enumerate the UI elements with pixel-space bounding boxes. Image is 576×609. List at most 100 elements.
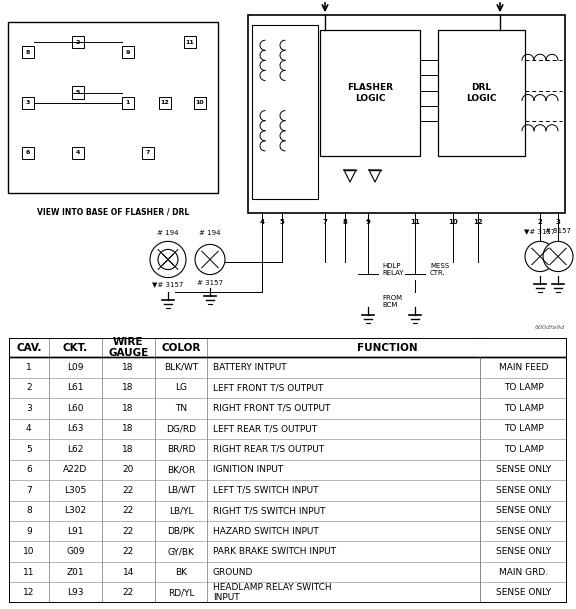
Text: 2: 2 <box>76 40 80 44</box>
Bar <box>72 147 84 159</box>
Text: SENSE ONLY: SENSE ONLY <box>497 465 552 474</box>
Text: 1: 1 <box>126 100 130 105</box>
Text: 22: 22 <box>123 506 134 515</box>
Text: 18: 18 <box>122 424 134 434</box>
Bar <box>248 15 565 213</box>
Text: 7: 7 <box>323 219 327 225</box>
Text: 9: 9 <box>366 219 370 225</box>
Bar <box>320 30 420 156</box>
Text: LEFT REAR T/S OUTPUT: LEFT REAR T/S OUTPUT <box>213 424 317 434</box>
Text: ▼# 3157: ▼# 3157 <box>524 228 556 234</box>
Text: 3: 3 <box>26 100 30 105</box>
Bar <box>252 25 318 199</box>
Text: LB/WT: LB/WT <box>166 486 195 495</box>
Text: DB/PK: DB/PK <box>167 527 195 536</box>
Text: SENSE ONLY: SENSE ONLY <box>497 486 552 495</box>
Circle shape <box>150 241 186 278</box>
Text: GY/BK: GY/BK <box>168 547 194 556</box>
Text: 8: 8 <box>343 219 347 225</box>
Text: DG/RD: DG/RD <box>166 424 196 434</box>
Bar <box>142 147 154 159</box>
Text: Z01: Z01 <box>67 568 84 577</box>
Text: BLK/WT: BLK/WT <box>164 363 198 372</box>
Text: HEADLAMP RELAY SWITCH
INPUT: HEADLAMP RELAY SWITCH INPUT <box>213 583 332 602</box>
Text: MAIN GRD.: MAIN GRD. <box>499 568 548 577</box>
Circle shape <box>195 244 225 275</box>
Text: LB/YL: LB/YL <box>169 506 193 515</box>
Text: SENSE ONLY: SENSE ONLY <box>497 547 552 556</box>
Text: 2: 2 <box>537 219 543 225</box>
Text: HAZARD SWITCH INPUT: HAZARD SWITCH INPUT <box>213 527 319 536</box>
Text: 22: 22 <box>123 486 134 495</box>
Bar <box>438 30 525 156</box>
Text: TO LAMP: TO LAMP <box>504 384 544 392</box>
Text: FROM
BCM: FROM BCM <box>382 295 402 308</box>
Text: 22: 22 <box>123 547 134 556</box>
Text: 7: 7 <box>146 150 150 155</box>
Text: 10: 10 <box>23 547 35 556</box>
Text: 11: 11 <box>410 219 420 225</box>
Text: # 3157: # 3157 <box>197 280 223 286</box>
Text: MAIN FEED: MAIN FEED <box>499 363 548 372</box>
Text: 5: 5 <box>279 219 285 225</box>
Bar <box>72 36 84 48</box>
Text: 2: 2 <box>26 384 32 392</box>
Text: 9: 9 <box>26 527 32 536</box>
Circle shape <box>158 250 178 270</box>
Text: 6: 6 <box>26 465 32 474</box>
Text: LEFT FRONT T/S OUTPUT: LEFT FRONT T/S OUTPUT <box>213 384 323 392</box>
Text: MESS
CTR.: MESS CTR. <box>430 263 449 276</box>
Text: # 194: # 194 <box>199 230 221 236</box>
Bar <box>72 86 84 99</box>
Circle shape <box>525 241 555 272</box>
Text: 11: 11 <box>23 568 35 577</box>
Text: 22: 22 <box>123 527 134 536</box>
Text: FUNCTION: FUNCTION <box>357 343 418 353</box>
Text: 6: 6 <box>26 150 30 155</box>
Bar <box>122 97 134 108</box>
Text: 10: 10 <box>196 100 204 105</box>
Text: FLASHER
LOGIC: FLASHER LOGIC <box>347 83 393 103</box>
Text: L93: L93 <box>67 588 84 597</box>
Bar <box>22 147 34 159</box>
Text: 12: 12 <box>473 219 483 225</box>
Text: G09: G09 <box>66 547 85 556</box>
Text: 3: 3 <box>556 219 560 225</box>
Text: BATTERY INTPUT: BATTERY INTPUT <box>213 363 286 372</box>
Text: GROUND: GROUND <box>213 568 253 577</box>
Text: 4: 4 <box>76 150 80 155</box>
Text: RD/YL: RD/YL <box>168 588 194 597</box>
Text: BK: BK <box>175 568 187 577</box>
Text: L305: L305 <box>65 486 86 495</box>
Text: L61: L61 <box>67 384 84 392</box>
Text: L60: L60 <box>67 404 84 413</box>
Text: L62: L62 <box>67 445 84 454</box>
Text: # 194: # 194 <box>157 230 179 236</box>
Text: SENSE ONLY: SENSE ONLY <box>497 527 552 536</box>
Bar <box>122 46 134 58</box>
Text: BK/OR: BK/OR <box>167 465 195 474</box>
Bar <box>22 46 34 58</box>
Bar <box>8 22 218 193</box>
Text: ▼# 3157: ▼# 3157 <box>152 281 184 287</box>
Text: 1: 1 <box>26 363 32 372</box>
Text: 5: 5 <box>26 445 32 454</box>
Bar <box>194 97 206 108</box>
Text: RIGHT REAR T/S OUTPUT: RIGHT REAR T/S OUTPUT <box>213 445 324 454</box>
Text: 14: 14 <box>123 568 134 577</box>
Text: 4: 4 <box>260 219 264 225</box>
Text: 5: 5 <box>76 90 80 95</box>
Text: L09: L09 <box>67 363 84 372</box>
Text: 600dfa9d: 600dfa9d <box>535 325 565 330</box>
Text: RIGHT T/S SWITCH INPUT: RIGHT T/S SWITCH INPUT <box>213 506 325 515</box>
Text: L63: L63 <box>67 424 84 434</box>
Text: BR/RD: BR/RD <box>166 445 195 454</box>
Circle shape <box>543 241 573 272</box>
Text: 18: 18 <box>122 363 134 372</box>
Text: PARK BRAKE SWITCH INPUT: PARK BRAKE SWITCH INPUT <box>213 547 336 556</box>
Text: TN: TN <box>175 404 187 413</box>
Text: A22D: A22D <box>63 465 88 474</box>
Text: # 3157: # 3157 <box>545 228 571 234</box>
Text: VIEW INTO BASE OF FLASHER / DRL: VIEW INTO BASE OF FLASHER / DRL <box>37 207 189 216</box>
Text: 10: 10 <box>448 219 458 225</box>
